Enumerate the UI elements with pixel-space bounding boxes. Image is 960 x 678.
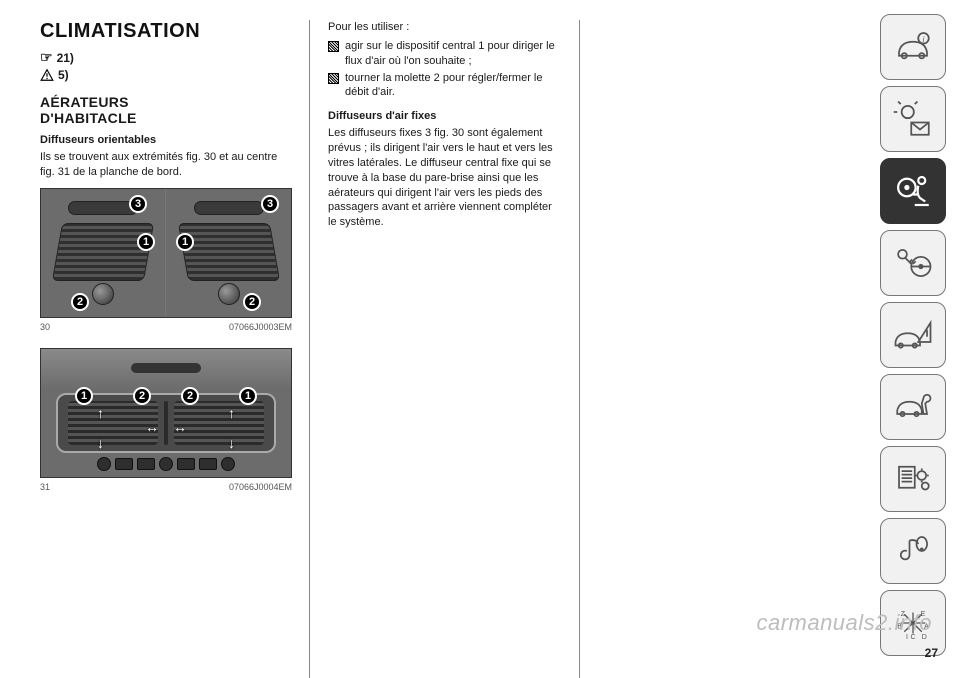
fixed-diffuser-right	[194, 201, 264, 215]
hvac-btn-1	[115, 458, 133, 470]
callout-2a: 2	[133, 387, 151, 405]
hvac-btn-2	[137, 458, 155, 470]
bullet-1-text: agir sur le dispositif central 1 pour di…	[345, 39, 561, 69]
hvac-btn-4	[199, 458, 217, 470]
manual-page: CLIMATISATION ☞ 21) 5) AÉRATEURS D'HABIT…	[0, 0, 960, 678]
callout-1b: 1	[239, 387, 257, 405]
callout-2-left: 2	[71, 293, 89, 311]
center-vent-right	[174, 401, 264, 445]
car-wrench-icon	[892, 386, 934, 428]
rail-tab-lights-messages[interactable]	[880, 86, 946, 152]
reference-2: 5)	[58, 68, 69, 82]
column-1: CLIMATISATION ☞ 21) 5) AÉRATEURS D'HABIT…	[40, 20, 310, 678]
center-divider	[164, 401, 168, 445]
subsection-title: AÉRATEURS D'HABITACLE	[40, 94, 291, 126]
section-tab-rail: i	[880, 14, 946, 656]
fig31-code: 07066J0004EM	[229, 482, 292, 492]
figure-30: 3 1 2 3 1 2	[40, 188, 292, 318]
arrow-up-1: ↑	[97, 405, 104, 421]
hvac-controls	[66, 457, 266, 471]
callout-2b: 2	[181, 387, 199, 405]
lead-text: Pour les utiliser :	[328, 20, 561, 35]
square-bullet-icon	[328, 73, 339, 84]
watermark-text: carmanuals2.info	[756, 610, 932, 636]
hvac-dial-2	[159, 457, 173, 471]
h2-line2: D'HABITACLE	[40, 110, 137, 126]
fixed-diffuser-left	[68, 201, 138, 215]
warning-triangle-icon	[40, 68, 54, 82]
section-title: CLIMATISATION	[40, 20, 291, 43]
subheading-adjustable-vents: Diffuseurs orientables	[40, 134, 291, 146]
arrow-down-2: ↓	[228, 435, 235, 451]
page-number: 27	[925, 646, 938, 660]
column-2: Pour les utiliser : agir sur le disposit…	[310, 20, 580, 678]
callout-3-right: 3	[261, 195, 279, 213]
hvac-dial-3	[221, 457, 235, 471]
dashboard-slots	[131, 363, 201, 373]
bullet-2: tourner la molette 2 pour régler/fermer …	[328, 71, 561, 101]
fig30-number: 30	[40, 322, 50, 332]
fig30-right-panel: 3 1 2	[166, 189, 291, 317]
reference-block: ☞ 21) 5)	[40, 49, 291, 84]
adjustable-vent-left	[52, 223, 154, 281]
figure-31: 1 2 2 1 ↑ ↓ ↔ ↔ ↑ ↓	[40, 348, 292, 478]
figure-31-caption: 31 07066J0004EM	[40, 482, 292, 492]
airbag-seat-icon	[892, 170, 934, 212]
music-location-icon	[892, 530, 934, 572]
paragraph-2: Les diffuseurs fixes 3 fig. 30 sont égal…	[328, 126, 561, 230]
subheading-fixed-vents: Diffuseurs d'air fixes	[328, 110, 561, 122]
key-steering-icon	[892, 242, 934, 284]
car-info-icon: i	[892, 26, 934, 68]
rail-tab-audio-navigation[interactable]	[880, 518, 946, 584]
rail-tab-safety-airbag[interactable]	[880, 158, 946, 224]
rail-tab-technical-settings[interactable]	[880, 446, 946, 512]
h2-line1: AÉRATEURS	[40, 94, 129, 110]
adjustable-vent-right	[177, 223, 279, 281]
reference-line-2: 5)	[40, 68, 291, 82]
fig31-number: 31	[40, 482, 50, 492]
bullet-1: agir sur le dispositif central 1 pour di…	[328, 39, 561, 69]
arrow-down-1: ↓	[97, 435, 104, 451]
hvac-btn-3	[177, 458, 195, 470]
arrow-up-2: ↑	[228, 405, 235, 421]
bullet-2-text: tourner la molette 2 pour régler/fermer …	[345, 71, 561, 101]
bulb-envelope-icon	[892, 98, 934, 140]
fig30-code: 07066J0003EM	[229, 322, 292, 332]
paragraph-1: Ils se trouvent aux extrémités fig. 30 e…	[40, 150, 291, 180]
callout-1-right: 1	[176, 233, 194, 251]
rail-tab-keys-steering[interactable]	[880, 230, 946, 296]
flow-knob-right	[218, 283, 240, 305]
rail-tab-service-maintenance[interactable]	[880, 374, 946, 440]
document-gears-icon	[892, 458, 934, 500]
rail-tab-collision-warning[interactable]	[880, 302, 946, 368]
arrow-left-right-1: ↔	[145, 419, 159, 435]
figure-30-caption: 30 07066J0003EM	[40, 322, 292, 332]
hvac-dial-1	[97, 457, 111, 471]
flow-knob-left	[92, 283, 114, 305]
reference-1: 21)	[57, 51, 74, 65]
svg-text:i: i	[923, 35, 925, 44]
column-3	[580, 20, 830, 678]
fig30-left-panel: 3 1 2	[41, 189, 166, 317]
callout-2-right: 2	[243, 293, 261, 311]
square-bullet-icon	[328, 41, 339, 52]
car-crash-triangle-icon	[892, 314, 934, 356]
callout-1-left: 1	[137, 233, 155, 251]
callout-1a: 1	[75, 387, 93, 405]
arrow-left-right-2: ↔	[173, 419, 187, 435]
callout-3-left: 3	[129, 195, 147, 213]
rail-tab-vehicle-info[interactable]: i	[880, 14, 946, 80]
reference-line-1: ☞ 21)	[40, 49, 291, 66]
hand-pointer-icon: ☞	[40, 49, 53, 66]
